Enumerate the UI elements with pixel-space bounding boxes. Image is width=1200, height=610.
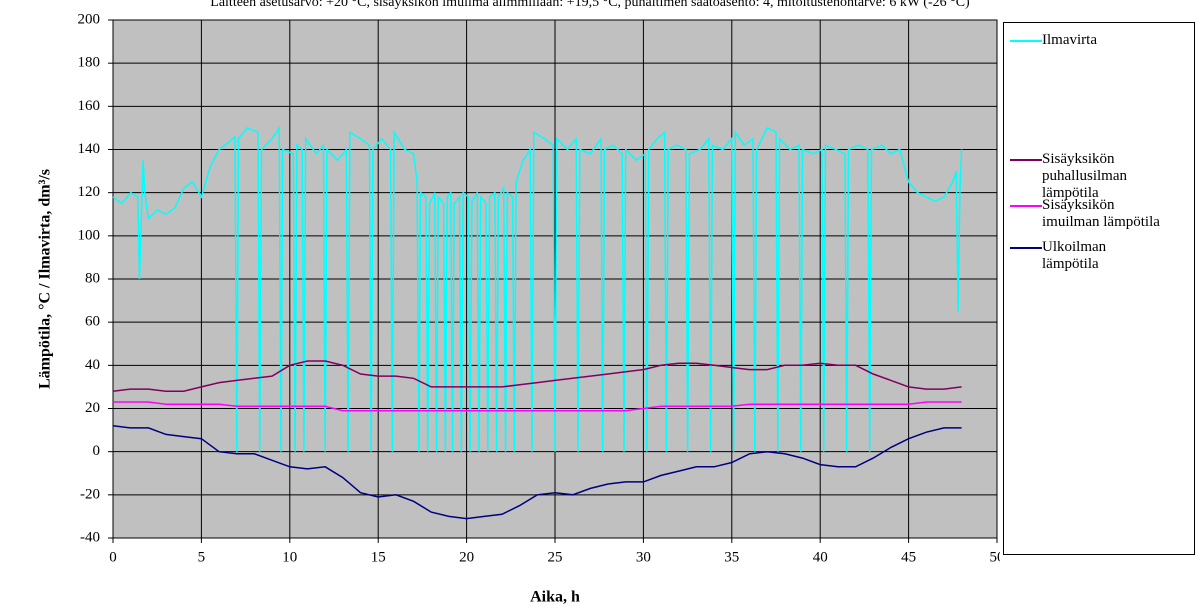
legend: Ilmavirta Sisäyksikön puhallusilman lämpö… [1003, 22, 1195, 555]
y-tick-label: 180 [78, 55, 101, 71]
legend-swatch [1010, 205, 1042, 207]
y-tick-label: 60 [85, 314, 100, 330]
legend-label: Sisäyksikön imuilman lämpötila [1042, 197, 1160, 230]
y-tick-label: 0 [93, 443, 101, 459]
y-tick-label: 140 [78, 141, 101, 157]
legend-swatch [1010, 40, 1042, 42]
x-tick-label: 25 [548, 549, 563, 565]
data-line [112, 125, 963, 452]
y-tick-label: 40 [85, 357, 100, 373]
data-line [112, 425, 962, 520]
x-tick-label: 10 [282, 549, 297, 565]
y-tick-label: 200 [78, 11, 101, 27]
data-line [112, 360, 962, 392]
x-tick-label: 15 [371, 549, 386, 565]
legend-entry: Ilmavirta [1010, 32, 1162, 49]
legend-label: Sisäyksikön puhallusilman lämpötila [1042, 151, 1127, 201]
chart: Laitteen asetusarvo: +20 °C, sisäyksikön… [37, 0, 1001, 606]
y-tick-label: 100 [78, 227, 101, 243]
data-line [113, 401, 962, 412]
x-axis-title: Aika, h [530, 589, 580, 606]
x-tick-label: 35 [724, 549, 739, 565]
y-tick-label: 160 [78, 98, 101, 114]
legend-swatch [1010, 247, 1042, 249]
legend-entry: Sisäyksikön puhallusilman lämpötila [1010, 151, 1162, 202]
y-tick-label: -40 [80, 529, 100, 545]
chart-title: Laitteen asetusarvo: +20 °C, sisäyksikön… [210, 0, 970, 10]
x-tick-label: 45 [901, 549, 916, 565]
y-tick-label: 120 [78, 184, 101, 200]
legend-label: Ulkoilman lämpötila [1042, 239, 1107, 272]
x-tick-label: 0 [109, 549, 117, 565]
legend-swatch [1010, 159, 1042, 161]
legend-label: Ilmavirta [1042, 32, 1097, 48]
y-tick-label: -20 [80, 486, 100, 502]
x-tick-label: 20 [459, 549, 474, 565]
y-tick-label: 20 [85, 400, 100, 416]
x-tick-label: 5 [198, 549, 206, 565]
y-axis-title: Lämpötila, °C / Ilmavirta, dm³/s [37, 169, 54, 389]
x-tick-label: 30 [636, 549, 651, 565]
legend-entry: Ulkoilman lämpötila [1010, 239, 1162, 273]
legend-entry: Sisäyksikön imuilman lämpötila [1010, 197, 1162, 231]
y-tick-label: 80 [85, 270, 100, 286]
x-tick-label: 50 [990, 549, 1001, 565]
x-tick-label: 40 [813, 549, 828, 565]
